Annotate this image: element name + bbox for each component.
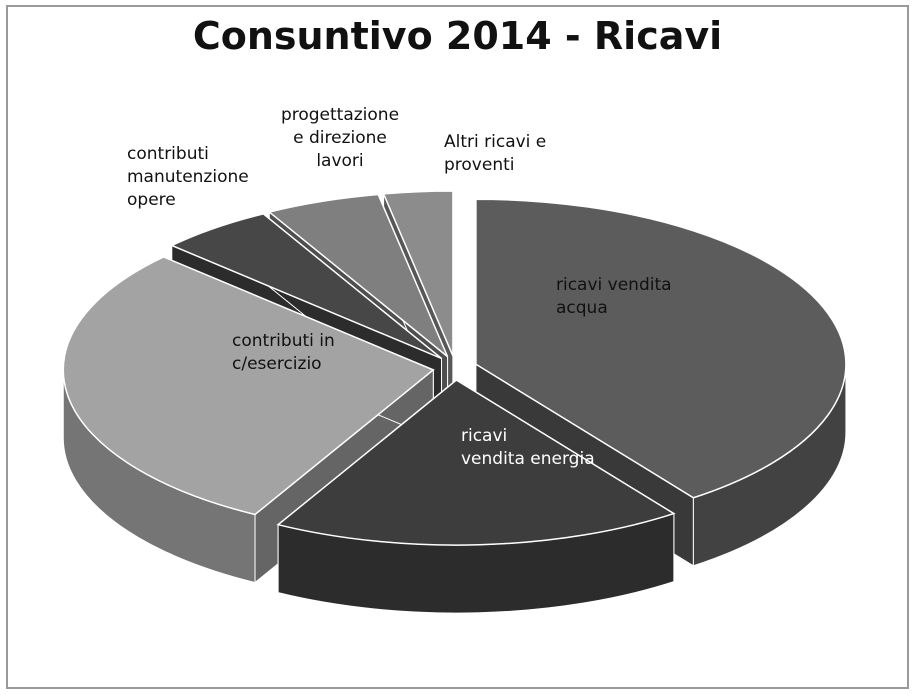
slice-label-ricavi-vendita-acqua: ricavi vendita acqua: [556, 275, 672, 318]
slice-label-ricavi-vendita-energia: ricavi vendita energia: [461, 426, 595, 469]
slice-label-progettazione-direzione-lavori: progettazione e direzione lavori: [280, 105, 400, 171]
pie-slice-top-0: [475, 198, 847, 499]
pie-slice-top-3: [169, 213, 442, 360]
pie-slice-top-4: [267, 193, 449, 358]
pie-slice-top-2: [62, 256, 435, 516]
slice-label-contributi-manutenzione-opere: contributi manutenzione opere: [127, 144, 249, 210]
slice-label-altri-ricavi-proventi: Altri ricavi e proventi: [444, 132, 547, 175]
pie-slice-1: [276, 379, 676, 614]
pie-slice-top-5: [382, 190, 454, 357]
pie-slice-top-1: [276, 379, 676, 546]
chart-title: Consuntivo 2014 - Ricavi: [192, 14, 723, 58]
pie-slices: [62, 190, 847, 614]
slice-label-contributi-in-c-esercizio: contributi in c/esercizio: [232, 331, 335, 374]
